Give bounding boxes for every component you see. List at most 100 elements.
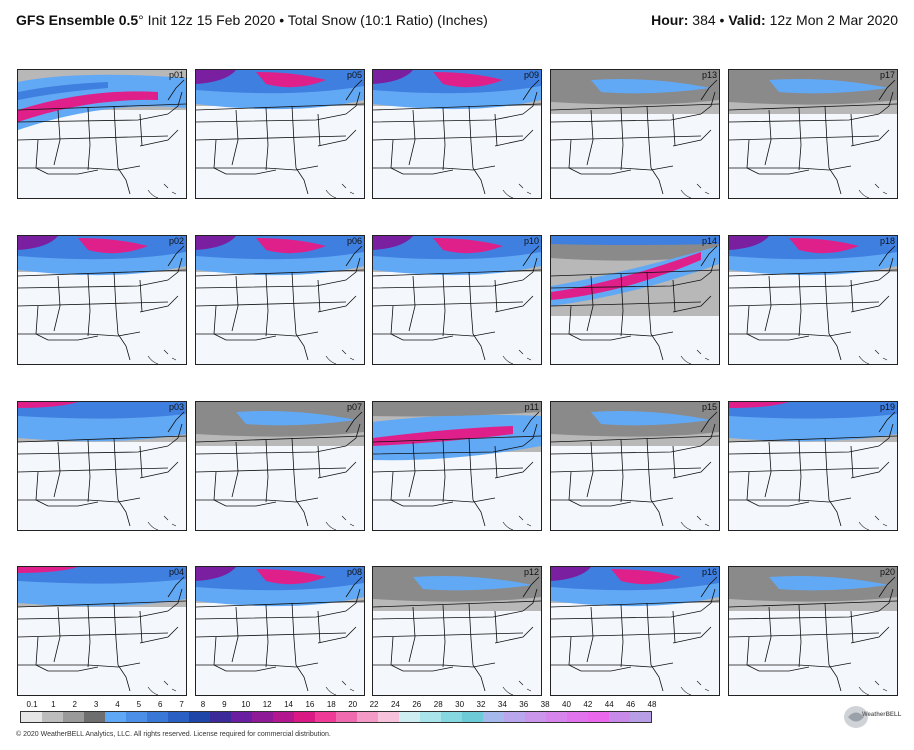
legend-colorbar: [20, 711, 652, 723]
ensemble-panel-p16: p16: [550, 566, 720, 696]
ensemble-panel-p20: p20: [728, 566, 898, 696]
valid-value: 12z Mon 2 Mar 2020: [765, 12, 898, 28]
legend-swatch: [147, 712, 168, 722]
panel-map: [373, 70, 541, 198]
copyright-text: © 2020 WeatherBELL Analytics, LLC. All r…: [16, 731, 331, 738]
legend-swatch: [357, 712, 378, 722]
legend-label: 20: [348, 700, 358, 709]
legend-swatch: [231, 712, 252, 722]
panel-id-label: p04: [168, 567, 184, 577]
legend-swatch: [294, 712, 315, 722]
ensemble-panel-p14: p14: [550, 235, 720, 365]
legend-label: 18: [326, 700, 336, 709]
logo-text: WeatherBELL: [862, 712, 902, 718]
panel-map: [729, 70, 897, 198]
panel-map: [18, 70, 186, 198]
legend-swatch: [273, 712, 294, 722]
legend-swatch: [546, 712, 567, 722]
legend-label: 24: [390, 700, 400, 709]
init-text: Init 12z 15 Feb 2020 • Total Snow (10:1 …: [143, 12, 488, 28]
panel-map: [729, 567, 897, 695]
legend-swatch: [441, 712, 462, 722]
ensemble-panel-p11: p11: [372, 401, 542, 531]
legend-label: 14: [284, 700, 293, 709]
panel-map: [18, 567, 186, 695]
legend-label: 26: [412, 700, 422, 709]
panel-map: [196, 402, 364, 530]
legend-label: 3: [93, 700, 99, 709]
legend-label: 28: [433, 700, 443, 709]
panel-map: [18, 236, 186, 364]
map-title: GFS Ensemble 0.5° Init 12z 15 Feb 2020 •…: [16, 12, 488, 28]
panel-id-label: p14: [701, 236, 717, 246]
legend-label: 40: [562, 700, 571, 709]
legend-swatch: [126, 712, 147, 722]
panel-map: [18, 402, 186, 530]
legend-label: 12: [262, 700, 272, 709]
legend-label: 36: [519, 700, 529, 709]
legend-label: 32: [476, 700, 486, 709]
legend-swatch: [504, 712, 525, 722]
panel-id-label: p15: [701, 402, 717, 412]
panel-id-label: p01: [168, 70, 184, 80]
panel-map: [551, 567, 719, 695]
panel-map: [551, 70, 719, 198]
legend-swatch: [252, 712, 273, 722]
legend-swatch: [63, 712, 84, 722]
ensemble-panel-p08: p08: [195, 566, 365, 696]
legend-label: 1: [51, 700, 56, 709]
ensemble-panel-p02: p02: [17, 235, 187, 365]
model-name: GFS Ensemble 0.5: [16, 12, 139, 28]
legend-label: 44: [604, 700, 614, 709]
legend-swatch: [210, 712, 231, 722]
panel-map: [551, 402, 719, 530]
legend-swatch: [630, 712, 651, 722]
panel-id-label: p20: [879, 567, 895, 577]
panel-map: [373, 236, 541, 364]
legend-swatch: [189, 712, 210, 722]
legend-label: 0.1: [26, 700, 38, 709]
legend-label: 38: [540, 700, 550, 709]
ensemble-panel-p09: p09: [372, 69, 542, 199]
ensemble-panel-p10: p10: [372, 235, 542, 365]
panel-map: [551, 236, 719, 364]
legend-label: 7: [179, 700, 184, 709]
ensemble-panel-p18: p18: [728, 235, 898, 365]
ensemble-panel-p17: p17: [728, 69, 898, 199]
panel-map: [729, 236, 897, 364]
ensemble-panel-p15: p15: [550, 401, 720, 531]
weatherbell-logo: WeatherBELL: [842, 702, 902, 732]
legend-label: 16: [305, 700, 315, 709]
legend-label: 6: [158, 700, 163, 709]
panel-map: [729, 402, 897, 530]
degree-symbol: °: [138, 12, 144, 28]
ensemble-panel-p03: p03: [17, 401, 187, 531]
legend-label: 9: [222, 700, 227, 709]
panel-id-label: p11: [524, 402, 539, 412]
panel-id-label: p07: [346, 402, 362, 412]
panel-id-label: p10: [523, 236, 539, 246]
panel-id-label: p12: [523, 567, 539, 577]
legend-label: 4: [115, 700, 120, 709]
ensemble-panel-p05: p05: [195, 69, 365, 199]
ensemble-panel-p07: p07: [195, 401, 365, 531]
panel-id-label: p06: [346, 236, 362, 246]
legend-swatch: [483, 712, 504, 722]
ensemble-panel-p01: p01: [17, 69, 187, 199]
legend-label: 22: [369, 700, 379, 709]
legend-swatch: [399, 712, 420, 722]
panel-id-label: p02: [168, 236, 184, 246]
valid-label: Valid:: [728, 12, 766, 28]
legend-label: 5: [136, 700, 142, 709]
legend-swatch: [315, 712, 336, 722]
legend-label: 2: [72, 700, 77, 709]
panel-map: [373, 402, 541, 530]
legend-swatch: [588, 712, 609, 722]
panel-id-label: p17: [879, 70, 895, 80]
panel-id-label: p03: [168, 402, 184, 412]
panel-id-label: p13: [701, 70, 717, 80]
legend-label: 30: [455, 700, 465, 709]
legend-swatch: [21, 712, 42, 722]
panel-map: [196, 567, 364, 695]
hour-value: 384 •: [688, 12, 729, 28]
